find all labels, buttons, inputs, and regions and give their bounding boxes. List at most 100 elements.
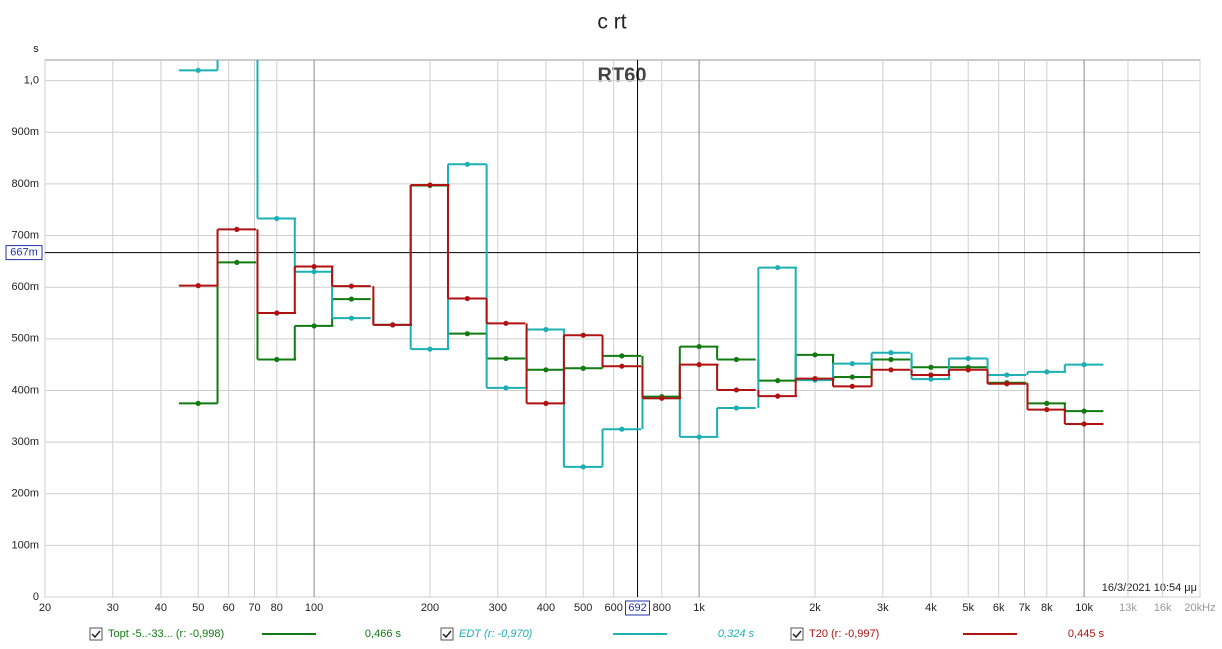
point <box>849 383 855 389</box>
y-tick-label: 500m <box>11 333 39 345</box>
x-tick-label: 40 <box>155 602 167 614</box>
x-tick-label: 70 <box>248 602 260 614</box>
x-tick-label: 5k <box>962 602 974 614</box>
point <box>1004 381 1010 387</box>
point <box>812 375 818 382</box>
point <box>1004 372 1010 378</box>
point <box>580 332 586 338</box>
legend-check <box>91 630 101 639</box>
y-tick-label: 200m <box>11 488 39 500</box>
x-tick-label: 30 <box>107 602 119 614</box>
y-unit: s <box>33 43 39 55</box>
legend-value: 0,445 s <box>1068 628 1105 640</box>
point <box>775 378 781 384</box>
plot-title: RT60 <box>598 64 647 86</box>
point <box>311 269 317 275</box>
y-tick-label: 400m <box>11 384 39 396</box>
point <box>928 372 934 378</box>
point <box>733 405 740 411</box>
plot-area <box>44 59 1201 598</box>
point <box>390 322 396 328</box>
point <box>965 367 971 373</box>
legend-check <box>442 630 452 639</box>
x-tick-label: 10k <box>1075 602 1093 614</box>
point <box>1081 421 1087 427</box>
y-tick-label: 300m <box>11 436 39 448</box>
point <box>427 346 433 352</box>
point <box>849 374 855 380</box>
point <box>195 67 201 73</box>
point <box>580 464 586 470</box>
point <box>696 343 702 350</box>
point <box>503 320 509 326</box>
x-tick-label: 50 <box>192 602 204 614</box>
y-tick-label: 600m <box>11 281 39 293</box>
point <box>503 355 509 362</box>
point <box>311 323 317 329</box>
point <box>696 434 702 440</box>
y-tick-label: 800m <box>11 178 39 190</box>
x-tick-label: 200 <box>421 602 439 614</box>
cursor-label: 692 <box>628 602 646 614</box>
x-tick-label: 6k <box>993 602 1005 614</box>
x-tick-label: 7k <box>1019 602 1031 614</box>
x-tick-label: 20kHz <box>1184 602 1215 614</box>
legend-label: EDT (r: -0,970) <box>459 628 533 640</box>
point <box>543 367 549 373</box>
x-tick-label: 4k <box>925 602 937 614</box>
point <box>464 331 470 337</box>
point <box>195 400 201 406</box>
point <box>849 361 855 367</box>
point <box>274 310 280 316</box>
x-tick-label: 16k <box>1154 602 1172 614</box>
y-tick-label: 1,0 <box>24 75 39 87</box>
point <box>733 356 740 363</box>
point <box>274 356 280 363</box>
point <box>543 400 549 406</box>
x-tick-label: 60 <box>223 602 235 614</box>
legend-checkbox[interactable] <box>440 627 454 641</box>
x-tick-label: 800 <box>653 602 671 614</box>
point <box>888 367 894 373</box>
legend-checkbox[interactable] <box>89 627 103 641</box>
point <box>311 263 317 270</box>
y-tick-label: 0 <box>33 591 39 603</box>
point <box>543 326 549 333</box>
point <box>464 295 470 302</box>
point <box>1044 369 1050 375</box>
point <box>274 215 280 222</box>
chart-title: c rt <box>597 11 626 34</box>
point <box>234 226 240 232</box>
legend-label: T20 (r: -0,997) <box>809 628 879 640</box>
y-tick-label: 700m <box>11 229 39 241</box>
point <box>234 26 239 31</box>
x-tick-label: 80 <box>271 602 283 614</box>
cursor-box <box>5 245 43 261</box>
y-tick-label: 100m <box>11 539 39 551</box>
point <box>888 350 894 356</box>
legend-label: Topt -5..-33... (r: -0,998) <box>108 628 224 640</box>
point <box>696 362 702 368</box>
point <box>348 283 355 289</box>
point <box>427 182 433 188</box>
x-tick-label: 13k <box>1119 602 1137 614</box>
x-tick-label: 400 <box>537 602 555 614</box>
x-tick-label: 600 <box>605 602 623 614</box>
point <box>464 161 470 167</box>
x-tick-label: 300 <box>489 602 507 614</box>
point <box>619 426 625 432</box>
x-tick-label: 3k <box>877 602 889 614</box>
x-tick-label: 100 <box>305 602 323 614</box>
point <box>234 259 240 266</box>
point <box>733 387 740 393</box>
point <box>619 353 625 359</box>
legend-checkbox[interactable] <box>790 627 804 641</box>
point <box>1081 362 1087 368</box>
point <box>348 296 355 302</box>
x-tick-label: 1k <box>693 602 705 614</box>
point <box>965 355 971 362</box>
point <box>1081 408 1087 414</box>
point <box>580 365 586 371</box>
series-area <box>178 26 1104 470</box>
